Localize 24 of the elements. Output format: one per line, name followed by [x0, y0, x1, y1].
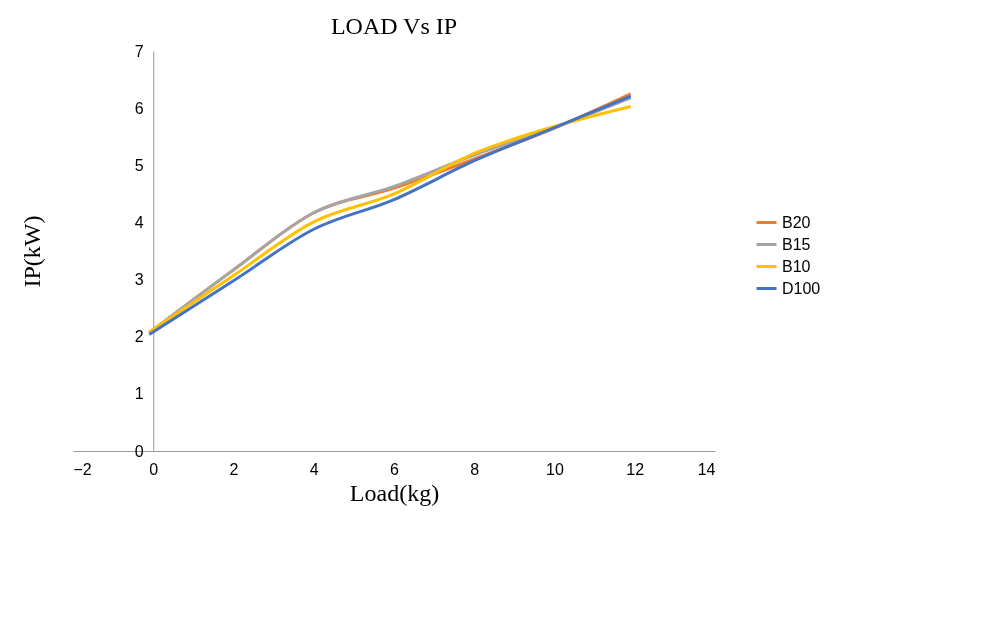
y-tick-label: 1: [134, 385, 144, 403]
y-tick-label: 5: [134, 156, 144, 174]
x-tick-label: 8: [470, 460, 480, 478]
x-tick-label: 4: [309, 460, 319, 478]
legend-label: B20: [782, 213, 811, 231]
legend-label: D100: [782, 279, 821, 297]
y-axis-title: IP(kW): [18, 215, 45, 288]
y-tick-label: 3: [134, 271, 144, 289]
y-tick-label: 4: [134, 213, 144, 231]
x-tick-label: 2: [229, 460, 239, 478]
x-tick-label: 10: [546, 460, 564, 478]
y-tick-label: 7: [134, 42, 144, 60]
x-tick-label: −2: [73, 460, 92, 478]
y-tick-label: 6: [134, 99, 144, 117]
y-tick-label: 0: [134, 442, 144, 460]
x-axis-title: Load(kg): [349, 479, 440, 506]
y-tick-label: 2: [134, 328, 144, 346]
chart-title: LOAD Vs IP: [330, 13, 458, 39]
x-tick-label: 12: [626, 460, 645, 478]
legend-label: B15: [782, 235, 811, 253]
x-tick-label: 0: [149, 460, 159, 478]
x-tick-label: 6: [390, 460, 400, 478]
x-tick-label: 14: [697, 460, 716, 478]
legend-label: B10: [782, 257, 811, 275]
